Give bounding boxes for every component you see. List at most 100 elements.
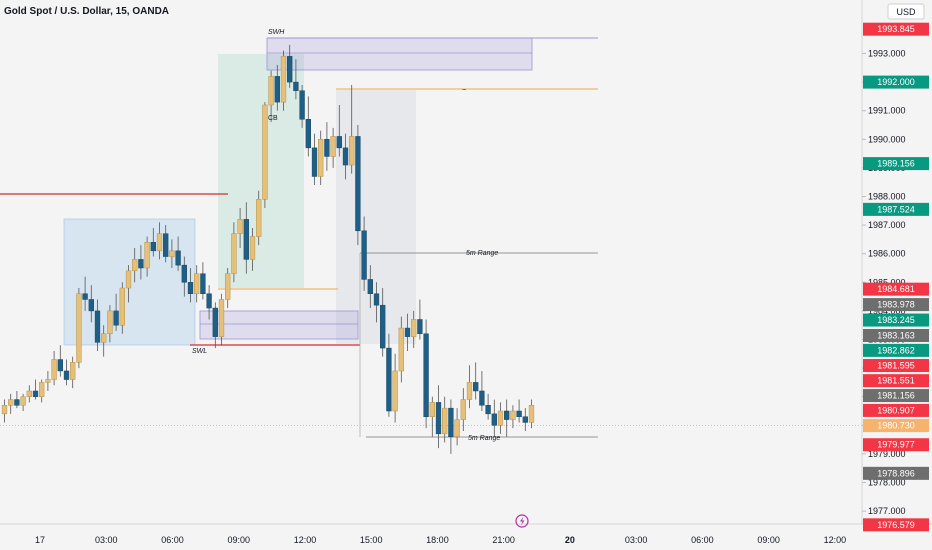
candle-body xyxy=(386,347,392,412)
currency-button[interactable]: USD xyxy=(887,3,925,20)
price-badge-label: 1980.730 xyxy=(877,421,915,431)
price-badge: 1981.551 xyxy=(863,374,929,388)
candle-body xyxy=(107,310,113,335)
price-badge-label: 1984.681 xyxy=(877,284,915,294)
candle-body xyxy=(460,399,466,420)
candle-body xyxy=(225,273,231,300)
candle-body xyxy=(70,362,76,380)
candle-body xyxy=(218,299,225,337)
candle-body xyxy=(175,250,181,266)
price-badge-label: 1983.163 xyxy=(877,330,915,340)
candle-body xyxy=(63,370,70,380)
price-badge: 1980.907 xyxy=(863,403,929,417)
price-badge: 1981.156 xyxy=(863,389,929,403)
price-badge-bg xyxy=(863,313,929,327)
y-tick-label: 1988.000 xyxy=(868,192,906,202)
candle-body xyxy=(88,299,94,312)
candle-body xyxy=(156,233,163,252)
candle-body xyxy=(150,242,156,252)
candle-body xyxy=(280,56,287,103)
y-tick-label: 1990.000 xyxy=(868,134,906,144)
candle-body xyxy=(423,333,429,417)
candle-body xyxy=(485,405,491,415)
candle-body xyxy=(119,287,125,326)
candle-body xyxy=(125,270,132,289)
levels-layer xyxy=(0,37,862,438)
candle-body xyxy=(442,407,448,435)
candle-body xyxy=(318,139,324,177)
x-tick-label: 06:00 xyxy=(691,535,714,545)
supply-zone xyxy=(266,37,533,71)
y-tick-label: 1986.000 xyxy=(868,249,906,259)
candle-body xyxy=(249,236,256,260)
x-tick-label: 06:00 xyxy=(161,535,184,545)
candle-body xyxy=(39,382,45,397)
candle-body xyxy=(132,259,138,272)
candle-body xyxy=(510,410,516,420)
y-tick-label: 1987.000 xyxy=(868,220,906,230)
lightning-icon[interactable] xyxy=(515,514,529,528)
price-badge-bg xyxy=(863,22,929,36)
candle-body xyxy=(101,333,107,343)
x-tick-label: 20 xyxy=(565,535,575,545)
price-badge-bg xyxy=(863,438,929,452)
price-badge-bg xyxy=(863,359,929,373)
candle-body xyxy=(411,319,417,337)
candle-body xyxy=(274,76,280,103)
candle-body xyxy=(187,282,194,294)
candle-body xyxy=(256,199,262,237)
candle-body xyxy=(473,382,479,392)
candle-body xyxy=(380,304,386,349)
candle-body xyxy=(14,399,20,406)
price-badge-label: 1981.595 xyxy=(877,361,915,371)
price-badge: 1993.845 xyxy=(863,22,929,36)
candle-body xyxy=(169,250,175,257)
x-tick-label: 21:00 xyxy=(492,535,515,545)
annotation-label: SWL xyxy=(192,348,207,355)
annotation-label: SWH xyxy=(268,29,285,36)
price-badge-label: 1992.000 xyxy=(877,77,915,87)
price-badge-label: 1983.245 xyxy=(877,315,915,325)
x-tick-label: 09:00 xyxy=(227,535,250,545)
candle-body xyxy=(94,310,101,343)
x-tick-label: 15:00 xyxy=(360,535,383,545)
candle-body xyxy=(243,219,249,260)
candle-body xyxy=(454,419,460,437)
annotation-label: 5m Range xyxy=(466,250,498,257)
price-badge-bg xyxy=(863,157,929,171)
candle-body xyxy=(32,390,39,397)
annotation-label: ~ xyxy=(462,87,466,94)
candle-body xyxy=(262,104,268,200)
candle-body xyxy=(361,230,367,280)
candle-body xyxy=(206,293,212,309)
price-badge: 1976.579 xyxy=(863,518,929,532)
candle-body xyxy=(491,413,497,426)
candle-body xyxy=(231,233,237,274)
candle-body xyxy=(435,402,442,435)
zones-layer xyxy=(63,37,533,346)
candle-body xyxy=(373,293,380,306)
price-badge-bg xyxy=(863,298,929,312)
price-badge-label: 1982.862 xyxy=(877,345,915,355)
price-badge-label: 1981.156 xyxy=(877,391,915,401)
price-badge-label: 1981.551 xyxy=(877,376,915,386)
price-badge-label: 1979.977 xyxy=(877,440,915,450)
price-badge-label: 1978.896 xyxy=(877,468,915,478)
price-badge-bg xyxy=(863,202,929,216)
price-badge: 1987.524 xyxy=(863,202,929,216)
annotations-layer: SWH CB ~5m Range SWL 5m Range xyxy=(192,29,500,442)
price-badge-label: 1976.579 xyxy=(877,520,915,530)
time-axis[interactable]: 17 03:00 06:00 09:00 12:00 15:00 18:00 21:00 20 0… xyxy=(35,535,846,545)
candle-body xyxy=(20,396,26,406)
candle-body xyxy=(522,416,528,423)
candle-body xyxy=(293,81,299,91)
price-badge: 1992.000 xyxy=(863,75,929,89)
annotation-label: CB xyxy=(268,115,278,122)
price-badge-bg xyxy=(863,282,929,296)
range-box-gray xyxy=(336,90,416,344)
candle-body xyxy=(194,273,200,294)
candle-body xyxy=(392,370,398,412)
